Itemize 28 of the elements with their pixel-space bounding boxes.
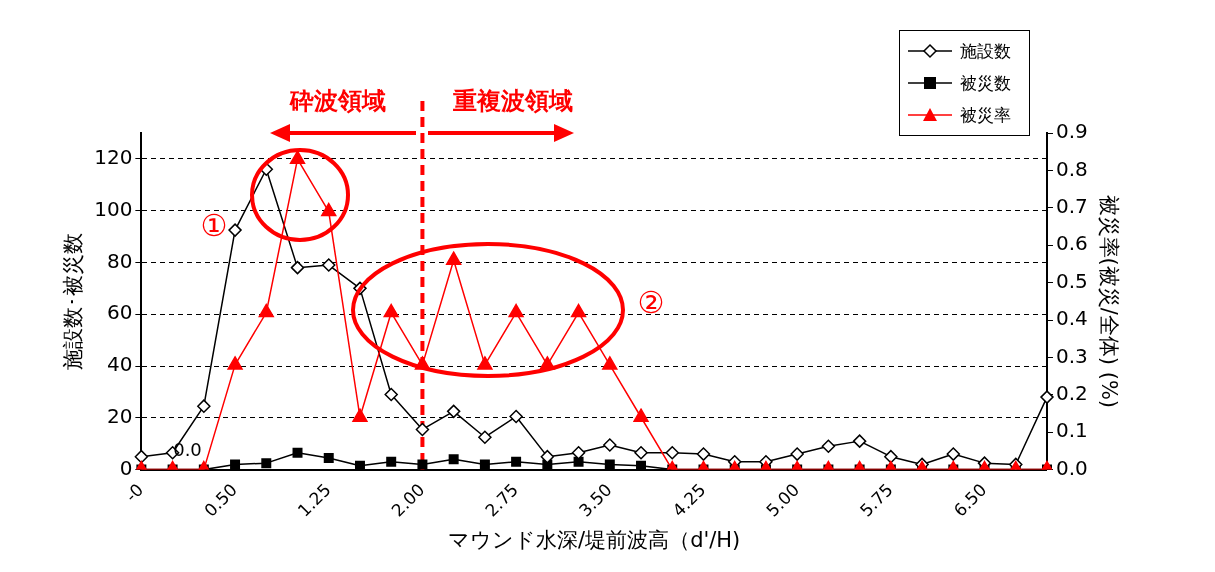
y2-tick-label: 0.3	[1055, 343, 1088, 368]
y2-tick-label: 0.0	[1055, 455, 1088, 480]
y2-tick-label: 0.6	[1055, 231, 1088, 256]
y-tick-label: 20	[106, 404, 133, 429]
annotation: ②	[637, 284, 665, 320]
y-tick-label: 80	[106, 248, 133, 273]
y2-tick-label: 0.1	[1055, 418, 1088, 443]
y-axis-title: 施設数･被災数	[61, 232, 86, 370]
y-tick-label: 100	[94, 196, 133, 221]
y2-tick-label: 0.7	[1055, 194, 1088, 219]
x-tick-label: -0	[121, 479, 148, 506]
y-tick-label: 60	[106, 300, 133, 325]
y-tick-label: 40	[106, 352, 133, 377]
y-tick-label: 120	[94, 145, 133, 170]
y2-tick-label: 0.8	[1055, 156, 1088, 181]
y2-axis-title: 被災率(被災/全体) (%)	[1096, 194, 1121, 409]
legend-label: 被災数	[960, 71, 1011, 95]
y2-tick-label: 0.2	[1055, 381, 1088, 406]
legend-label: 被災率	[960, 103, 1011, 127]
legend-label: 施設数	[960, 39, 1011, 63]
y-tick-label: 0	[119, 455, 133, 480]
y2-tick-label: 0.9	[1055, 119, 1088, 144]
text: 重複波領域	[452, 87, 573, 116]
y2-tick-label: 0.5	[1055, 268, 1088, 293]
x-axis-title: マウンド水深/堤前波高（d'/H)	[448, 527, 741, 552]
y2-tick-label: 0.4	[1055, 306, 1088, 331]
annotation: ①	[200, 207, 228, 243]
text: 砕波領域	[289, 87, 386, 116]
